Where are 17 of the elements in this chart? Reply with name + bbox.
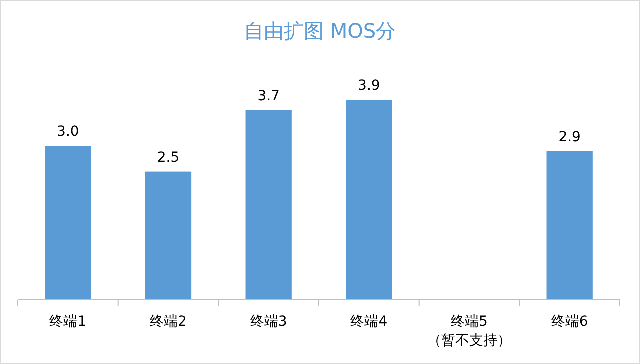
bar xyxy=(346,100,392,300)
data-label: 3.0 xyxy=(57,124,80,140)
bar xyxy=(145,172,192,300)
x-tick-label: 终端5 （暂不支持） xyxy=(428,314,512,349)
data-label: 2.9 xyxy=(558,129,581,146)
x-tick-label: 终端4 xyxy=(350,314,388,330)
data-label: 3.7 xyxy=(258,88,280,104)
x-tick-label: 终端1 xyxy=(50,314,87,330)
bar xyxy=(546,151,593,300)
x-tick-label: 终端2 xyxy=(150,314,187,330)
data-label: 3.9 xyxy=(358,78,380,94)
x-tick-label: 终端3 xyxy=(250,314,288,330)
x-tick-label: 终端6 xyxy=(551,314,588,330)
data-label: 2.5 xyxy=(157,150,180,166)
chart-title: 自由扩图 MOS分 xyxy=(244,19,396,43)
bar xyxy=(45,146,92,300)
bar xyxy=(246,110,292,300)
